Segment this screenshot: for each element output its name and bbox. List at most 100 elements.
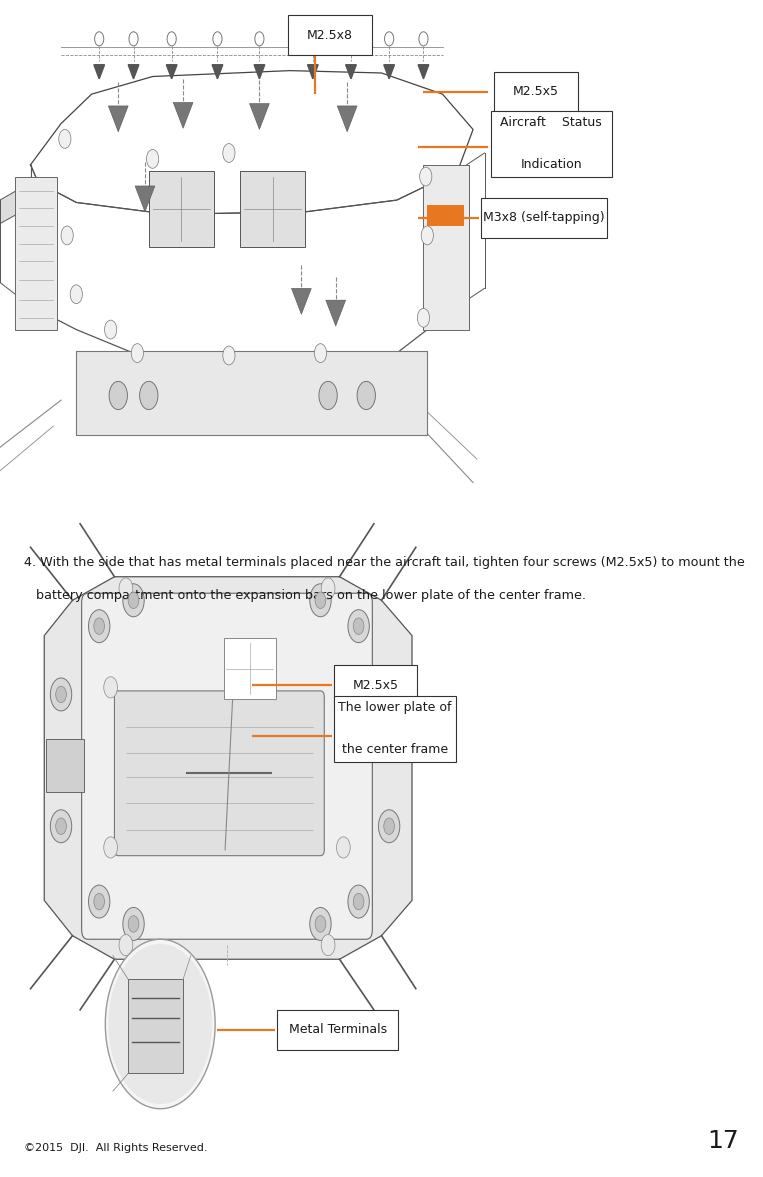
- FancyBboxPatch shape: [128, 979, 183, 1073]
- Circle shape: [109, 381, 127, 410]
- Circle shape: [310, 907, 331, 940]
- Circle shape: [59, 129, 71, 148]
- Circle shape: [89, 610, 110, 643]
- Polygon shape: [346, 65, 356, 79]
- Circle shape: [336, 837, 350, 858]
- Circle shape: [50, 810, 72, 843]
- Circle shape: [321, 935, 335, 956]
- FancyBboxPatch shape: [334, 665, 417, 705]
- Polygon shape: [250, 104, 269, 129]
- Circle shape: [357, 381, 375, 410]
- Circle shape: [348, 885, 369, 918]
- Text: M2.5x5: M2.5x5: [353, 678, 399, 692]
- Polygon shape: [135, 186, 155, 212]
- Circle shape: [128, 916, 139, 932]
- Polygon shape: [128, 65, 139, 79]
- FancyBboxPatch shape: [491, 111, 612, 177]
- Circle shape: [421, 226, 433, 245]
- FancyBboxPatch shape: [76, 351, 427, 435]
- Circle shape: [105, 320, 117, 339]
- FancyBboxPatch shape: [481, 198, 607, 238]
- Text: ©2015  DJI.  All Rights Reserved.: ©2015 DJI. All Rights Reserved.: [24, 1144, 208, 1153]
- Text: M3x8 (self-tapping): M3x8 (self-tapping): [483, 211, 605, 225]
- Circle shape: [378, 678, 400, 711]
- FancyBboxPatch shape: [82, 593, 372, 939]
- Polygon shape: [384, 65, 394, 79]
- Circle shape: [104, 677, 118, 698]
- Circle shape: [131, 344, 143, 363]
- FancyBboxPatch shape: [334, 696, 456, 762]
- Circle shape: [123, 584, 144, 617]
- FancyBboxPatch shape: [240, 171, 305, 247]
- Circle shape: [378, 810, 400, 843]
- Circle shape: [353, 893, 364, 910]
- Circle shape: [315, 916, 326, 932]
- FancyBboxPatch shape: [46, 739, 84, 792]
- FancyBboxPatch shape: [15, 177, 57, 330]
- Circle shape: [384, 818, 394, 834]
- Circle shape: [61, 226, 73, 245]
- Polygon shape: [0, 182, 38, 224]
- Polygon shape: [418, 65, 429, 79]
- FancyBboxPatch shape: [114, 691, 324, 856]
- Circle shape: [314, 344, 327, 363]
- Polygon shape: [254, 65, 265, 79]
- Circle shape: [348, 610, 369, 643]
- Circle shape: [321, 578, 335, 599]
- Circle shape: [89, 885, 110, 918]
- Text: The lower plate of

the center frame: The lower plate of the center frame: [338, 701, 452, 756]
- Circle shape: [385, 32, 394, 46]
- Circle shape: [56, 686, 66, 703]
- Circle shape: [140, 381, 158, 410]
- Polygon shape: [44, 577, 412, 959]
- Circle shape: [308, 32, 317, 46]
- Text: Metal Terminals: Metal Terminals: [288, 1023, 387, 1037]
- Text: M2.5x8: M2.5x8: [307, 28, 353, 42]
- Circle shape: [223, 144, 235, 162]
- Circle shape: [167, 32, 176, 46]
- FancyBboxPatch shape: [15, 38, 610, 532]
- Circle shape: [119, 578, 133, 599]
- Circle shape: [223, 346, 235, 365]
- Circle shape: [146, 149, 159, 168]
- FancyBboxPatch shape: [427, 205, 464, 226]
- Polygon shape: [108, 106, 128, 132]
- Polygon shape: [307, 65, 318, 79]
- Circle shape: [315, 592, 326, 609]
- Circle shape: [94, 618, 105, 634]
- Circle shape: [213, 32, 222, 46]
- Circle shape: [123, 907, 144, 940]
- Circle shape: [255, 32, 264, 46]
- Circle shape: [70, 285, 82, 304]
- Circle shape: [346, 32, 356, 46]
- FancyBboxPatch shape: [224, 638, 276, 699]
- Polygon shape: [94, 65, 105, 79]
- Text: 17: 17: [707, 1130, 739, 1153]
- Circle shape: [336, 677, 350, 698]
- Circle shape: [56, 818, 66, 834]
- Circle shape: [95, 32, 104, 46]
- Circle shape: [319, 381, 337, 410]
- Circle shape: [417, 308, 430, 327]
- FancyBboxPatch shape: [288, 15, 372, 55]
- Circle shape: [384, 686, 394, 703]
- Polygon shape: [337, 106, 357, 132]
- Polygon shape: [173, 102, 193, 128]
- Text: battery compartment onto the expansion bars on the lower plate of the center fra: battery compartment onto the expansion b…: [24, 588, 587, 601]
- FancyBboxPatch shape: [149, 171, 214, 247]
- Polygon shape: [212, 65, 223, 79]
- Circle shape: [108, 944, 212, 1104]
- Circle shape: [310, 584, 331, 617]
- FancyBboxPatch shape: [494, 72, 578, 112]
- FancyBboxPatch shape: [277, 1010, 398, 1050]
- Circle shape: [128, 592, 139, 609]
- Polygon shape: [291, 288, 311, 314]
- Circle shape: [129, 32, 138, 46]
- Text: 4. With the side that has metal terminals placed near the aircraft tail, tighten: 4. With the side that has metal terminal…: [24, 556, 745, 568]
- Circle shape: [353, 618, 364, 634]
- Circle shape: [104, 837, 118, 858]
- Circle shape: [119, 935, 133, 956]
- Polygon shape: [326, 300, 346, 326]
- Circle shape: [419, 32, 428, 46]
- Circle shape: [94, 893, 105, 910]
